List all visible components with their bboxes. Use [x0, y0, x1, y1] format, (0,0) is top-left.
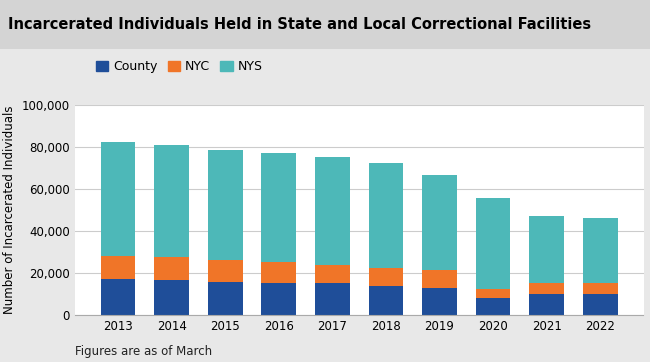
Bar: [583, 218, 618, 283]
Bar: [208, 260, 242, 282]
Bar: [369, 268, 404, 286]
Bar: [422, 175, 457, 270]
Bar: [315, 157, 350, 265]
Bar: [154, 145, 189, 257]
Y-axis label: Number of Incarcerated Individuals: Number of Incarcerated Individuals: [3, 106, 16, 314]
Bar: [583, 283, 618, 294]
Bar: [476, 298, 510, 315]
Bar: [369, 286, 404, 315]
Bar: [208, 150, 242, 260]
Bar: [261, 283, 296, 315]
Bar: [529, 283, 564, 294]
Bar: [476, 289, 510, 298]
Bar: [101, 279, 135, 315]
Bar: [315, 265, 350, 283]
Bar: [315, 283, 350, 315]
Bar: [261, 262, 296, 283]
Bar: [101, 142, 135, 256]
Text: Figures are as of March: Figures are as of March: [75, 345, 212, 358]
Bar: [529, 216, 564, 283]
Bar: [529, 294, 564, 315]
Bar: [261, 153, 296, 262]
Legend: County, NYC, NYS: County, NYC, NYS: [91, 55, 268, 78]
Bar: [422, 270, 457, 288]
Bar: [583, 294, 618, 315]
Bar: [476, 198, 510, 289]
Bar: [208, 282, 242, 315]
Bar: [422, 288, 457, 315]
Bar: [154, 257, 189, 280]
Text: Incarcerated Individuals Held in State and Local Correctional Facilities: Incarcerated Individuals Held in State a…: [8, 17, 592, 32]
Bar: [154, 280, 189, 315]
Bar: [101, 256, 135, 279]
Bar: [369, 163, 404, 268]
